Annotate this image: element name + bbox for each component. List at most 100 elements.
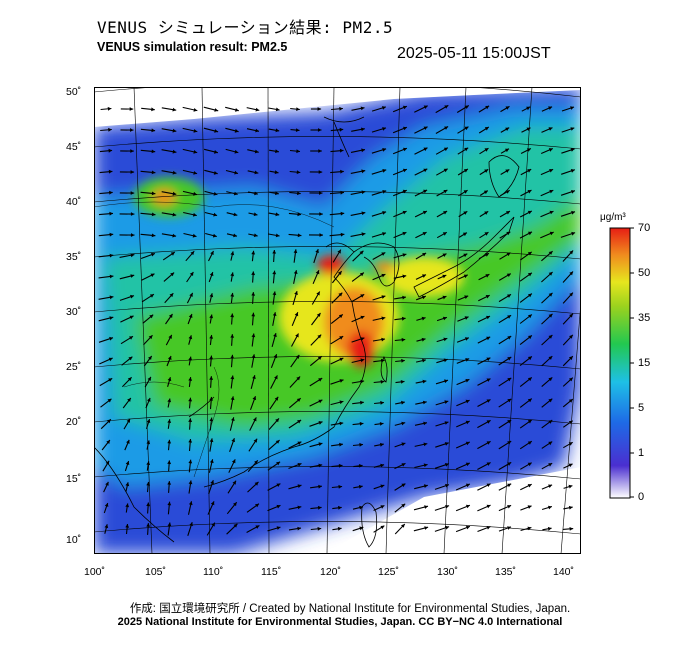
wind-arrow-head xyxy=(109,295,114,300)
wind-arrow-head xyxy=(526,106,531,111)
wind-arrow-head xyxy=(109,211,113,216)
wind-arrow-head xyxy=(443,190,448,194)
wind-arrow-head xyxy=(571,231,576,236)
wind-arrow-head xyxy=(318,442,323,447)
wind-arrow-head xyxy=(275,418,279,423)
wind-arrow-head xyxy=(548,272,553,276)
wind-arrow-head xyxy=(275,191,279,196)
wind-arrow-head xyxy=(151,233,156,238)
wind-arrow-head xyxy=(296,398,301,402)
wind-arrow-head xyxy=(167,356,172,360)
wind-arrow-head xyxy=(151,170,156,175)
wind-arrow-head xyxy=(129,107,134,111)
wind-arrow-head xyxy=(125,503,130,508)
wind-arrow-head xyxy=(463,274,468,279)
wind-arrow-head xyxy=(423,463,428,468)
wind-arrow-head xyxy=(193,150,198,154)
wind-arrow-head xyxy=(442,274,447,279)
wind-arrow-head xyxy=(151,107,155,112)
wind-arrow-head xyxy=(167,460,172,465)
wind-arrow-head xyxy=(528,231,532,236)
wind-arrow-head xyxy=(109,190,113,195)
wind-arrow-head xyxy=(146,461,151,466)
wind-arrow-head xyxy=(338,292,343,297)
wind-arrow-head xyxy=(253,233,258,238)
wind-arrow-head xyxy=(213,191,218,196)
wind-arrow-head xyxy=(527,462,532,467)
lon-label-130: 130˚ xyxy=(437,566,459,578)
wind-arrow-head xyxy=(401,442,406,447)
wind-arrow-head xyxy=(193,191,197,196)
lat-label-20: 20˚ xyxy=(66,416,82,428)
wind-arrow-head xyxy=(380,484,385,489)
wind-arrow-head xyxy=(445,504,450,509)
wind-arrow-head xyxy=(380,400,384,405)
wind-arrow-head xyxy=(401,316,406,321)
wind-arrow-head xyxy=(130,191,135,195)
coastlines xyxy=(94,116,520,548)
colorbar-ticks xyxy=(630,227,634,498)
wind-arrow-head xyxy=(319,191,323,195)
wind-arrow-head xyxy=(231,438,235,443)
colorbar-tick-0: 0 xyxy=(638,491,645,503)
wind-arrow-head xyxy=(401,483,406,488)
wind-arrow-head xyxy=(571,210,575,215)
wind-arrow-head xyxy=(382,211,387,215)
wind-arrow-head xyxy=(130,170,135,174)
wind-arrow-head xyxy=(340,232,345,237)
wind-arrow-head xyxy=(167,522,172,527)
wind-arrow-head xyxy=(359,421,364,426)
wind-arrow-head xyxy=(209,438,214,443)
wind-arrow-head xyxy=(214,150,218,154)
credit-text: 作成: 国立環境研究所 / Created by National Instit… xyxy=(129,603,571,615)
wind-arrow-head xyxy=(188,480,193,485)
wind-arrow-head xyxy=(127,398,131,402)
field-red-bohai xyxy=(317,255,345,275)
wind-arrow-head xyxy=(360,315,365,320)
wind-arrow-head xyxy=(169,293,174,298)
wind-arrow-head xyxy=(230,251,235,256)
wind-arrow-head xyxy=(444,442,449,446)
wind-arrow-head xyxy=(296,149,300,154)
wind-arrow-head xyxy=(444,379,448,384)
wind-arrow-head xyxy=(507,420,512,424)
wind-arrow-head xyxy=(339,421,344,426)
wind-arrow-head xyxy=(276,504,281,509)
wind-arrow-head xyxy=(548,441,553,446)
wind-arrow-head xyxy=(318,399,323,404)
wind-arrow-head xyxy=(443,358,448,363)
wind-arrow-head xyxy=(254,149,259,154)
wind-arrow-head xyxy=(273,333,277,337)
wind-arrow-head xyxy=(188,459,193,464)
wind-arrow-head xyxy=(401,421,406,426)
wind-arrow-head xyxy=(272,312,277,316)
wind-arrow-head xyxy=(167,481,172,485)
lon-label-115: 115˚ xyxy=(261,566,282,578)
wind-arrow-head xyxy=(423,484,428,488)
wind-arrow-head xyxy=(339,127,344,132)
wind-arrow-head xyxy=(251,271,256,276)
wind-arrow-head xyxy=(233,233,237,238)
wind-arrow-head xyxy=(505,148,509,153)
wind-arrow-head xyxy=(424,526,429,530)
wind-arrow-head xyxy=(527,398,532,403)
wind-arrow-head xyxy=(382,169,387,173)
wind-arrow-head xyxy=(126,439,130,444)
colorbar-gradient xyxy=(609,227,631,499)
wind-arrow-head xyxy=(234,170,238,175)
wind-arrow-head xyxy=(527,169,532,173)
wind-arrow-head xyxy=(318,170,323,174)
wind-arrow-head xyxy=(507,462,512,466)
wind-arrow-head xyxy=(105,460,110,465)
wind-arrow-head xyxy=(230,334,235,338)
wind-arrow-head xyxy=(402,105,407,110)
wind-arrow-head xyxy=(108,148,113,153)
wind-arrow-head xyxy=(146,481,151,486)
wind-arrow-head xyxy=(423,147,428,152)
lon-label-120: 120˚ xyxy=(320,566,342,578)
wind-arrow-head xyxy=(188,418,193,422)
wind-arrow-head xyxy=(423,168,428,173)
wind-arrow-head xyxy=(233,523,238,528)
wind-arrow-head xyxy=(317,356,322,360)
wind-arrow-head xyxy=(209,459,214,464)
